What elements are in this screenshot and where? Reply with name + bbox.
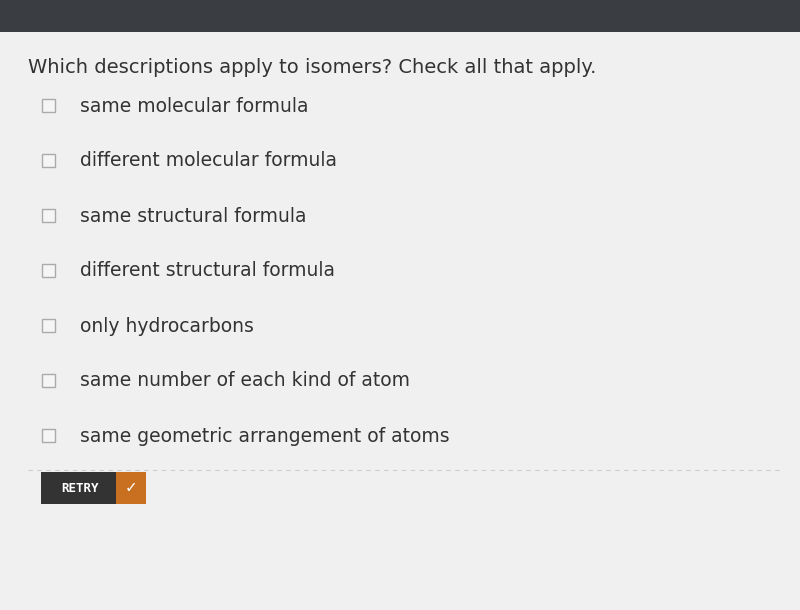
Bar: [42, 428, 55, 442]
Text: only hydrocarbons: only hydrocarbons: [80, 317, 254, 336]
Bar: [42, 209, 55, 221]
Bar: [42, 264, 55, 276]
Bar: [0, 0, 800, 32]
Text: same molecular formula: same molecular formula: [80, 96, 309, 115]
FancyBboxPatch shape: [41, 472, 118, 504]
Text: RETRY: RETRY: [61, 481, 98, 495]
Text: ✓: ✓: [125, 481, 138, 495]
Bar: [42, 154, 55, 167]
Text: different structural formula: different structural formula: [80, 262, 335, 281]
Text: same structural formula: same structural formula: [80, 207, 306, 226]
Bar: [42, 98, 55, 112]
Text: Which descriptions apply to isomers? Check all that apply.: Which descriptions apply to isomers? Che…: [28, 58, 596, 77]
Text: same number of each kind of atom: same number of each kind of atom: [80, 371, 410, 390]
Bar: [42, 318, 55, 331]
Bar: [42, 373, 55, 387]
Text: same geometric arrangement of atoms: same geometric arrangement of atoms: [80, 426, 450, 445]
Text: different molecular formula: different molecular formula: [80, 151, 337, 171]
FancyBboxPatch shape: [116, 472, 146, 504]
